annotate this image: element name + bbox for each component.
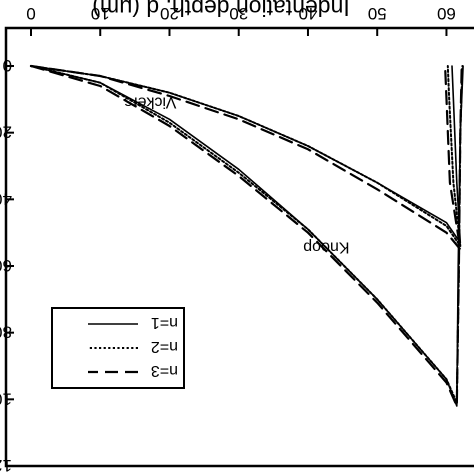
- x-tick-label: 10: [91, 4, 110, 23]
- y-tick-label: 120: [0, 456, 12, 474]
- x-tick-label: 50: [368, 4, 387, 23]
- series-line-vickers-n1: [30, 65, 462, 244]
- x-tick-label: 0: [26, 4, 35, 23]
- y-tick-label: 40: [0, 189, 12, 208]
- x-axis-title: Indentation depth, d (μm): [92, 0, 349, 21]
- x-tick-label: 40: [299, 4, 318, 23]
- y-tick-label: 60: [0, 256, 12, 275]
- series-layer: [29, 64, 464, 408]
- x-ticks: 0 10 20 30 40 50 60: [26, 4, 456, 36]
- y-ticks: 0 20 40 60 80 100 120: [0, 56, 14, 474]
- annotation-vickers: Vickers: [124, 94, 176, 111]
- y-tick-label: 80: [0, 323, 12, 342]
- plot-frame: [4, 26, 474, 468]
- series-line-vickers-n2: [30, 65, 462, 247]
- legend-label: n=2: [151, 338, 178, 355]
- x-tick-label: 20: [160, 4, 179, 23]
- x-tick-label: 60: [437, 4, 456, 23]
- annotation-knoop: Knoop: [303, 239, 349, 256]
- legend-label: n=1: [151, 314, 178, 331]
- series-line-vickers-n3: [29, 64, 462, 251]
- y-tick-label: 20: [0, 123, 12, 142]
- legend: n=3 n=2 n=1: [51, 307, 185, 389]
- legend-label: n=3: [151, 362, 178, 379]
- y-tick-label: 100: [0, 389, 12, 408]
- y-tick-label: 0: [3, 56, 12, 75]
- x-tick-label: 30: [229, 4, 248, 23]
